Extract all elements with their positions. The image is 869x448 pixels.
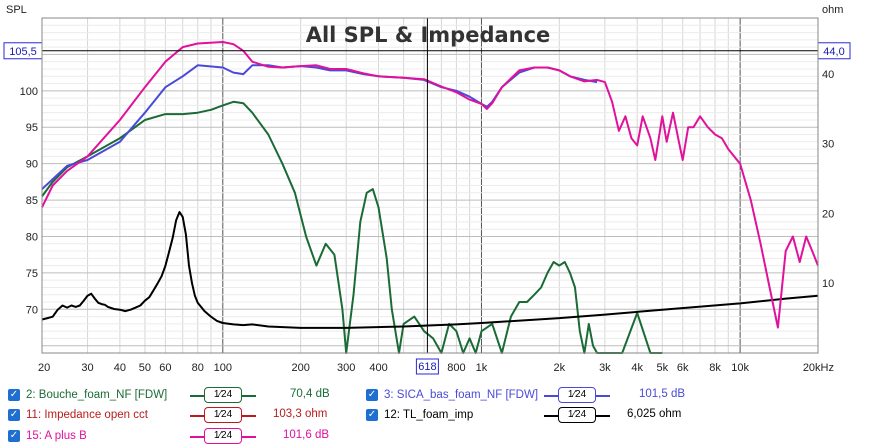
legend-label: 3: SICA_bas_foam_NF [FDW] [384, 389, 539, 401]
x-tick-label: 400 [369, 362, 387, 374]
series-line-2[interactable] [41, 100, 663, 354]
chart-title: All SPL & Impedance [306, 23, 551, 47]
legend-item[interactable]: ✓ 11: Impedance open cct [8, 406, 148, 424]
x-tick-label: 1k [476, 362, 488, 374]
x-tick-label: 10k [731, 362, 749, 374]
legend-checkbox[interactable]: ✓ [366, 389, 378, 401]
y-right-tick-label: 40 [822, 69, 834, 81]
x-tick-label: 300 [337, 362, 355, 374]
y-right-tick-label: 10 [822, 278, 834, 290]
legend-checkbox[interactable]: ✓ [8, 409, 20, 421]
legend-value: 101,6 dB [283, 429, 330, 441]
legend-label: 15: A plus B [26, 430, 87, 442]
y-left-tick-label: 85 [26, 195, 38, 207]
legend-smoothing-button[interactable]: 1⁄24 [558, 387, 596, 403]
x-tick-label: 5k [656, 362, 668, 374]
cursor-left-readout: 105,5 [3, 42, 43, 60]
y-left-tick-label: 75 [26, 268, 38, 280]
x-tick-label: 20kHz [803, 362, 834, 374]
y-left-tick-label: 90 [26, 159, 38, 171]
cursor-right-readout: 44,0 [817, 42, 851, 60]
grid [41, 17, 819, 354]
cursor-right-value: 44,0 [823, 46, 844, 58]
x-tick-label: 100 [214, 362, 232, 374]
legend-value: 103,3 ohm [273, 408, 328, 420]
spl-impedance-chart: 105,5 44,0 618 20 30 40 50 60 80 100 200 300 400 800… [3, 4, 851, 375]
series-line-15[interactable] [41, 41, 819, 329]
legend-smoothing-button[interactable]: 1⁄24 [558, 407, 596, 423]
legend-item[interactable]: ✓ 12: TL_foam_imp [366, 406, 473, 424]
x-tick-label: 3k [599, 362, 611, 374]
cursor-x-value: 618 [418, 361, 436, 373]
x-tick-label: 60 [159, 362, 171, 374]
series-line-3[interactable] [41, 64, 598, 190]
x-tick-label: 30 [81, 362, 93, 374]
series-line-12[interactable] [41, 211, 819, 329]
y-axis-left-label: SPL [6, 4, 27, 16]
y-left-tick-label: 100 [20, 86, 38, 98]
legend-item[interactable]: ✓ 2: Bouche_foam_NF [FDW] [8, 386, 167, 404]
legend-value: 70,4 dB [290, 388, 330, 400]
x-tick-label: 80 [192, 362, 204, 374]
cursor-left-value: 105,5 [9, 46, 37, 58]
legend-checkbox[interactable]: ✓ [366, 409, 378, 421]
x-tick-label: 2k [554, 362, 566, 374]
y-axis-right-label: ohm [822, 4, 843, 16]
legend-smoothing-button[interactable]: 1⁄24 [204, 387, 242, 403]
x-tick-label: 40 [114, 362, 126, 374]
y-right-tick-label: 30 [822, 139, 834, 151]
y-right-tick-label: 20 [822, 208, 834, 220]
cursor-layer[interactable]: 105,5 44,0 618 [3, 18, 851, 375]
x-tick-label: 6k [677, 362, 689, 374]
axes-layer: 20 30 40 50 60 80 100 200 300 400 800 1k 2k 3k 4k 5k 6k 8… [20, 17, 834, 374]
y-left-tick-label: 70 [26, 304, 38, 316]
cursor-x-readout: 618 [415, 358, 439, 375]
y-left-tick-label: 95 [26, 122, 38, 134]
x-tick-label: 20 [38, 362, 50, 374]
legend-smoothing-button[interactable]: 1⁄24 [204, 407, 242, 423]
x-tick-label: 8k [709, 362, 721, 374]
legend-checkbox[interactable]: ✓ [8, 389, 20, 401]
plot-frame [41, 17, 819, 354]
legend-panel: ✓ 2: Bouche_foam_NF [FDW] 1⁄24 70,4 dB ✓ 3: S… [0, 384, 869, 448]
y-left-tick-label: 80 [26, 231, 38, 243]
legend-item[interactable]: ✓ 3: SICA_bas_foam_NF [FDW] [366, 386, 538, 404]
x-tick-label: 50 [139, 362, 151, 374]
series-layer [41, 41, 819, 354]
x-tick-label: 4k [631, 362, 643, 374]
legend-value: 6,025 ohm [627, 408, 682, 420]
legend-value: 101,5 dB [639, 388, 686, 400]
x-tick-label: 200 [291, 362, 309, 374]
legend-label: 12: TL_foam_imp [384, 409, 474, 421]
legend-label: 2: Bouche_foam_NF [FDW] [26, 389, 168, 401]
legend-label: 11: Impedance open cct [26, 409, 148, 421]
legend-checkbox[interactable]: ✓ [8, 430, 20, 442]
legend-item[interactable]: ✓ 15: A plus B [8, 427, 87, 445]
x-tick-label: 800 [447, 362, 465, 374]
legend-smoothing-button[interactable]: 1⁄24 [204, 428, 242, 444]
